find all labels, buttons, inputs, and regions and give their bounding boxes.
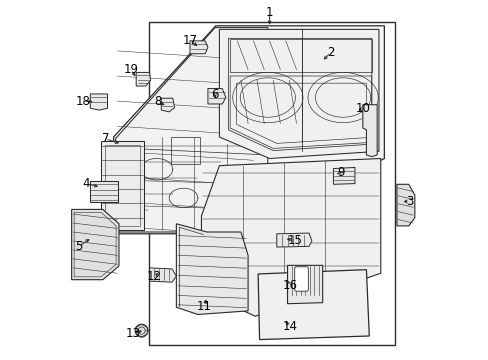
Text: 12: 12 <box>146 270 162 283</box>
Text: 1: 1 <box>265 6 273 19</box>
Polygon shape <box>161 98 174 112</box>
Polygon shape <box>90 181 118 202</box>
Polygon shape <box>190 41 207 54</box>
Text: 5: 5 <box>75 240 82 253</box>
Text: 3: 3 <box>405 195 412 208</box>
Text: 17: 17 <box>182 33 197 47</box>
Polygon shape <box>149 22 394 345</box>
Polygon shape <box>90 94 107 110</box>
Polygon shape <box>396 184 414 226</box>
Text: 18: 18 <box>76 95 90 108</box>
Text: 10: 10 <box>355 102 370 115</box>
Text: 4: 4 <box>82 177 90 190</box>
Polygon shape <box>176 224 247 315</box>
Polygon shape <box>72 210 119 280</box>
Text: 6: 6 <box>211 88 219 101</box>
Polygon shape <box>219 30 378 158</box>
Text: 2: 2 <box>326 46 334 59</box>
Text: 14: 14 <box>283 320 297 333</box>
Text: 7: 7 <box>102 132 109 145</box>
Polygon shape <box>136 72 150 86</box>
Polygon shape <box>276 233 311 247</box>
Polygon shape <box>258 270 368 339</box>
Text: 9: 9 <box>336 166 344 179</box>
Text: 19: 19 <box>123 63 139 76</box>
Text: 11: 11 <box>197 300 211 313</box>
Polygon shape <box>101 140 144 230</box>
Polygon shape <box>362 105 376 157</box>
Text: 13: 13 <box>125 327 141 340</box>
Polygon shape <box>113 26 384 234</box>
Polygon shape <box>136 324 147 337</box>
Polygon shape <box>115 28 267 232</box>
Text: 16: 16 <box>282 279 297 292</box>
FancyBboxPatch shape <box>294 267 308 291</box>
Polygon shape <box>333 167 354 184</box>
Polygon shape <box>149 268 176 282</box>
Text: 8: 8 <box>154 95 161 108</box>
Polygon shape <box>287 265 322 304</box>
Polygon shape <box>201 158 380 316</box>
Text: 15: 15 <box>286 234 302 247</box>
Polygon shape <box>207 89 225 104</box>
